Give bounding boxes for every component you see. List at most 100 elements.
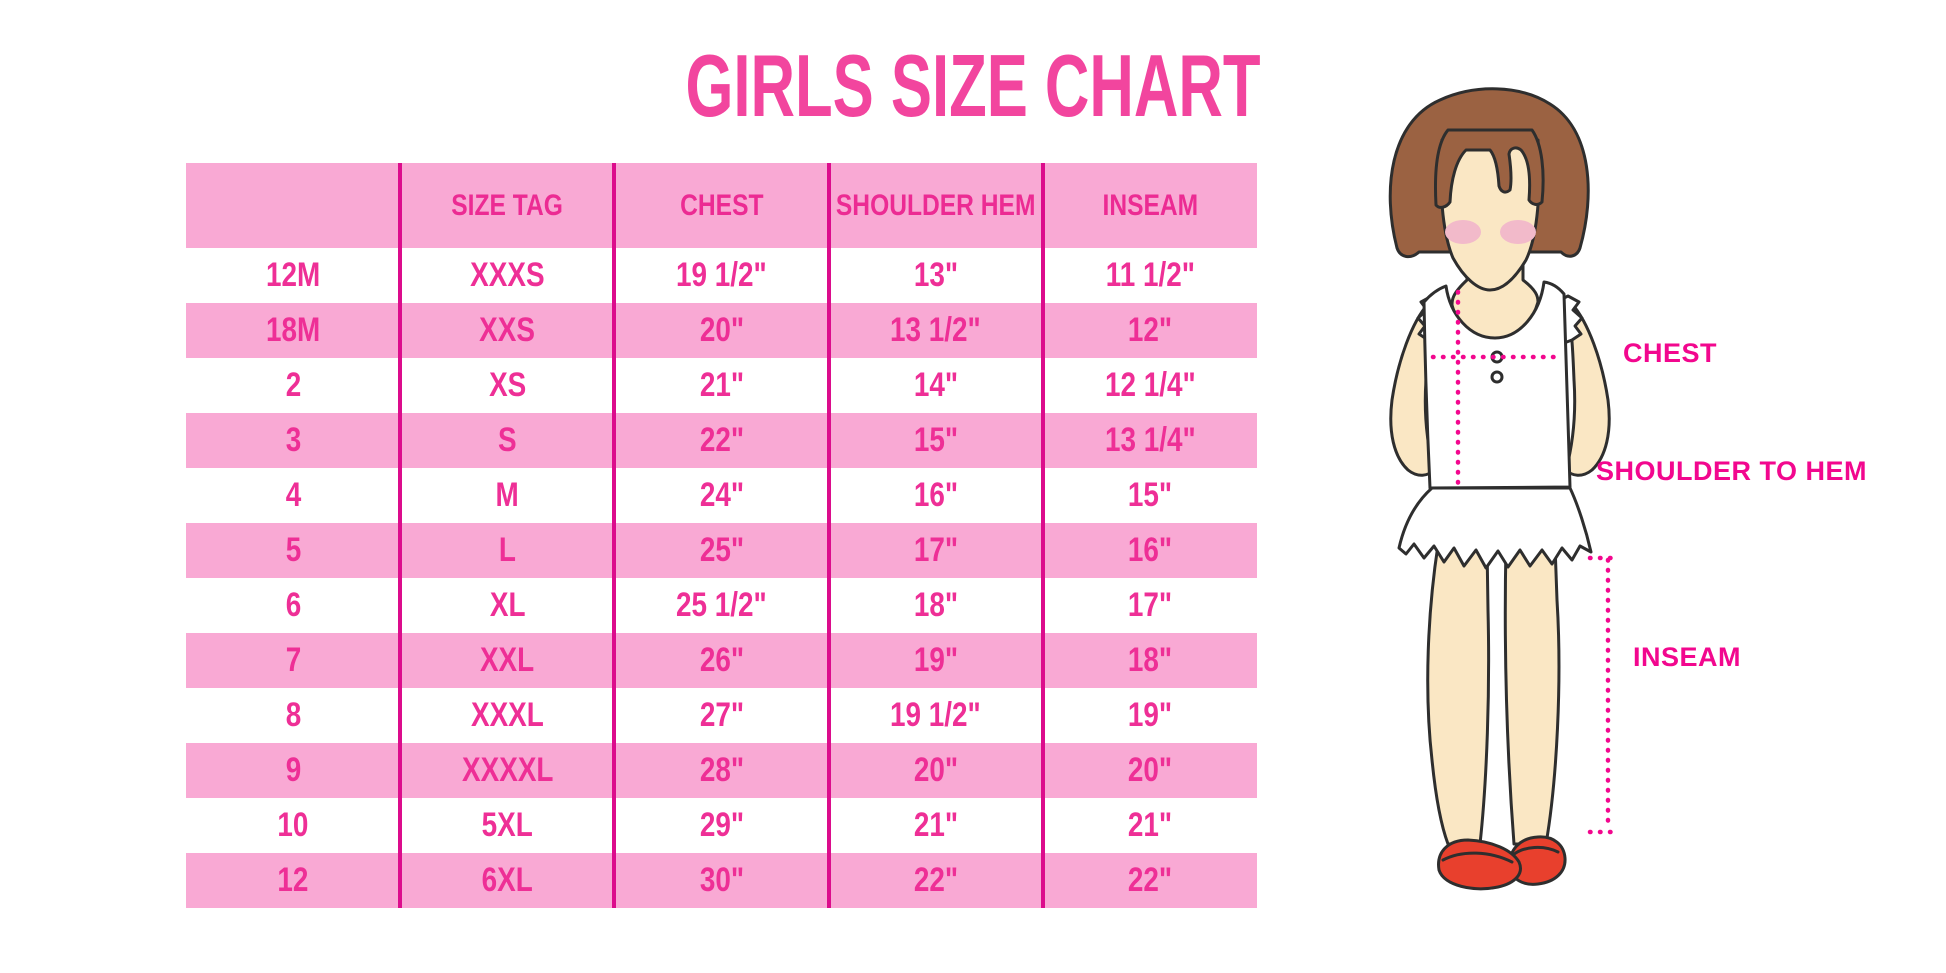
inseam-label: INSEAM: [1633, 642, 1742, 672]
cell-text: 12M: [265, 256, 321, 294]
cell-text: 17": [913, 531, 958, 569]
inseam-cell: 12": [1043, 303, 1257, 358]
chest-cell: 25": [614, 523, 828, 578]
size-tag-cell: S: [400, 413, 614, 468]
chest-cell: 25 1/2": [614, 578, 828, 633]
cell-text: 3: [285, 421, 301, 459]
cell-text: XXL: [480, 641, 535, 679]
table-row: 18M XXS 20" 13 1/2" 12": [186, 303, 1257, 358]
dress-top: [1422, 280, 1572, 490]
cell-text: INSEAM: [1102, 188, 1198, 222]
chest-cell: 26": [614, 633, 828, 688]
column-divider: [827, 163, 831, 908]
table-row: 7 XXL 26" 19" 18": [186, 633, 1257, 688]
table-row: 12 6XL 30" 22" 22": [186, 853, 1257, 908]
cell-text: 14": [913, 366, 958, 404]
cell-text: 19": [913, 641, 958, 679]
cell-text: 12: [277, 861, 309, 899]
table-row: 9 XXXXL 28" 20" 20": [186, 743, 1257, 798]
shoulder-hem-cell: 15": [829, 413, 1043, 468]
cell-text: SIZE TAG: [451, 188, 564, 222]
cell-text: 20": [913, 751, 958, 789]
cell-text: 21": [913, 806, 958, 844]
cell-text: S: [497, 421, 517, 459]
shoulder-hem-cell: 13 1/2": [829, 303, 1043, 358]
cell-text: 13 1/4": [1104, 421, 1196, 459]
shoulder-hem-cell: 14": [829, 358, 1043, 413]
cell-text: 16": [1127, 531, 1173, 569]
header-cell-chest: CHEST: [614, 163, 828, 248]
shoe-left: [1437, 838, 1522, 891]
header-cell-blank: [186, 163, 400, 248]
inseam-cell: 11 1/2": [1043, 248, 1257, 303]
cell-text: 5XL: [481, 806, 533, 844]
cell-text: 30": [699, 861, 744, 899]
cell-text: 6: [285, 586, 301, 624]
inseam-cell: 21": [1043, 798, 1257, 853]
cell-text: 20": [1127, 751, 1173, 789]
cell-text: 16": [913, 476, 958, 514]
header-cell-size-tag: SIZE TAG: [400, 163, 614, 248]
cell-text: 17": [1127, 586, 1173, 624]
cell-text: XXXL: [470, 696, 544, 734]
size-tag-cell: 6XL: [400, 853, 614, 908]
chest-cell: 24": [614, 468, 828, 523]
cell-text: SHOULDER HEM: [835, 188, 1036, 222]
cell-text: 21": [1127, 806, 1173, 844]
cell-text: 15": [1127, 476, 1173, 514]
shoulder-hem-cell: 21": [829, 798, 1043, 853]
chest-cell: 20": [614, 303, 828, 358]
shoulder-to-hem-label: SHOULDER TO HEM: [1596, 456, 1868, 486]
size-tag-cell: XS: [400, 358, 614, 413]
column-divider: [612, 163, 616, 908]
cell-text: XXS: [479, 311, 536, 349]
page-title: GIRLS SIZE CHART: [685, 36, 1261, 135]
cell-text: 18": [1127, 641, 1173, 679]
chest-label: CHEST: [1623, 338, 1718, 368]
cell-text: 19 1/2": [676, 256, 767, 294]
size-tag-cell: 5XL: [400, 798, 614, 853]
skirt: [1397, 486, 1593, 570]
cell-text: 10: [277, 806, 309, 844]
cell-text: 26": [699, 641, 744, 679]
cell-text: 29": [699, 806, 744, 844]
shoe-right-strap: [1511, 846, 1560, 857]
cell-text: 11 1/2": [1105, 256, 1195, 294]
size-tag-cell: XXXXL: [400, 743, 614, 798]
header-cell-shoulder-hem: SHOULDER HEM: [829, 163, 1043, 248]
size-tag-cell: XL: [400, 578, 614, 633]
cell-text: 12 1/4": [1104, 366, 1196, 404]
cell-text: 12": [1127, 311, 1173, 349]
table-row: 2 XS 21" 14" 12 1/4": [186, 358, 1257, 413]
inseam-cell: 20": [1043, 743, 1257, 798]
size-cell: 5: [186, 523, 400, 578]
size-tag-cell: XXL: [400, 633, 614, 688]
size-cell: 6: [186, 578, 400, 633]
cell-text: 18": [913, 586, 958, 624]
size-cell: 4: [186, 468, 400, 523]
inseam-cell: 12 1/4": [1043, 358, 1257, 413]
shoulder-hem-cell: 19 1/2": [829, 688, 1043, 743]
cell-text: L: [498, 531, 516, 569]
size-cell: 3: [186, 413, 400, 468]
table-header-row: SIZE TAG CHEST SHOULDER HEM INSEAM: [186, 163, 1257, 248]
table-row: 3 S 22" 15" 13 1/4": [186, 413, 1257, 468]
cell-text: 9: [285, 751, 301, 789]
shoulder-hem-cell: 20": [829, 743, 1043, 798]
leg-left: [1426, 543, 1491, 846]
leg-right: [1503, 543, 1561, 846]
cell-text: 18M: [265, 311, 321, 349]
blush-left: [1445, 220, 1481, 244]
blush-right: [1500, 220, 1536, 244]
cell-text: 21": [699, 366, 744, 404]
shoulder-hem-cell: 19": [829, 633, 1043, 688]
chest-cell: 27": [614, 688, 828, 743]
table-row: 10 5XL 29" 21" 21": [186, 798, 1257, 853]
cell-text: 7: [285, 641, 301, 679]
cell-text: 22": [699, 421, 744, 459]
size-tag-cell: XXS: [400, 303, 614, 358]
chest-cell: 29": [614, 798, 828, 853]
shoe-left-strap: [1441, 851, 1514, 864]
size-cell: 10: [186, 798, 400, 853]
size-cell: 8: [186, 688, 400, 743]
